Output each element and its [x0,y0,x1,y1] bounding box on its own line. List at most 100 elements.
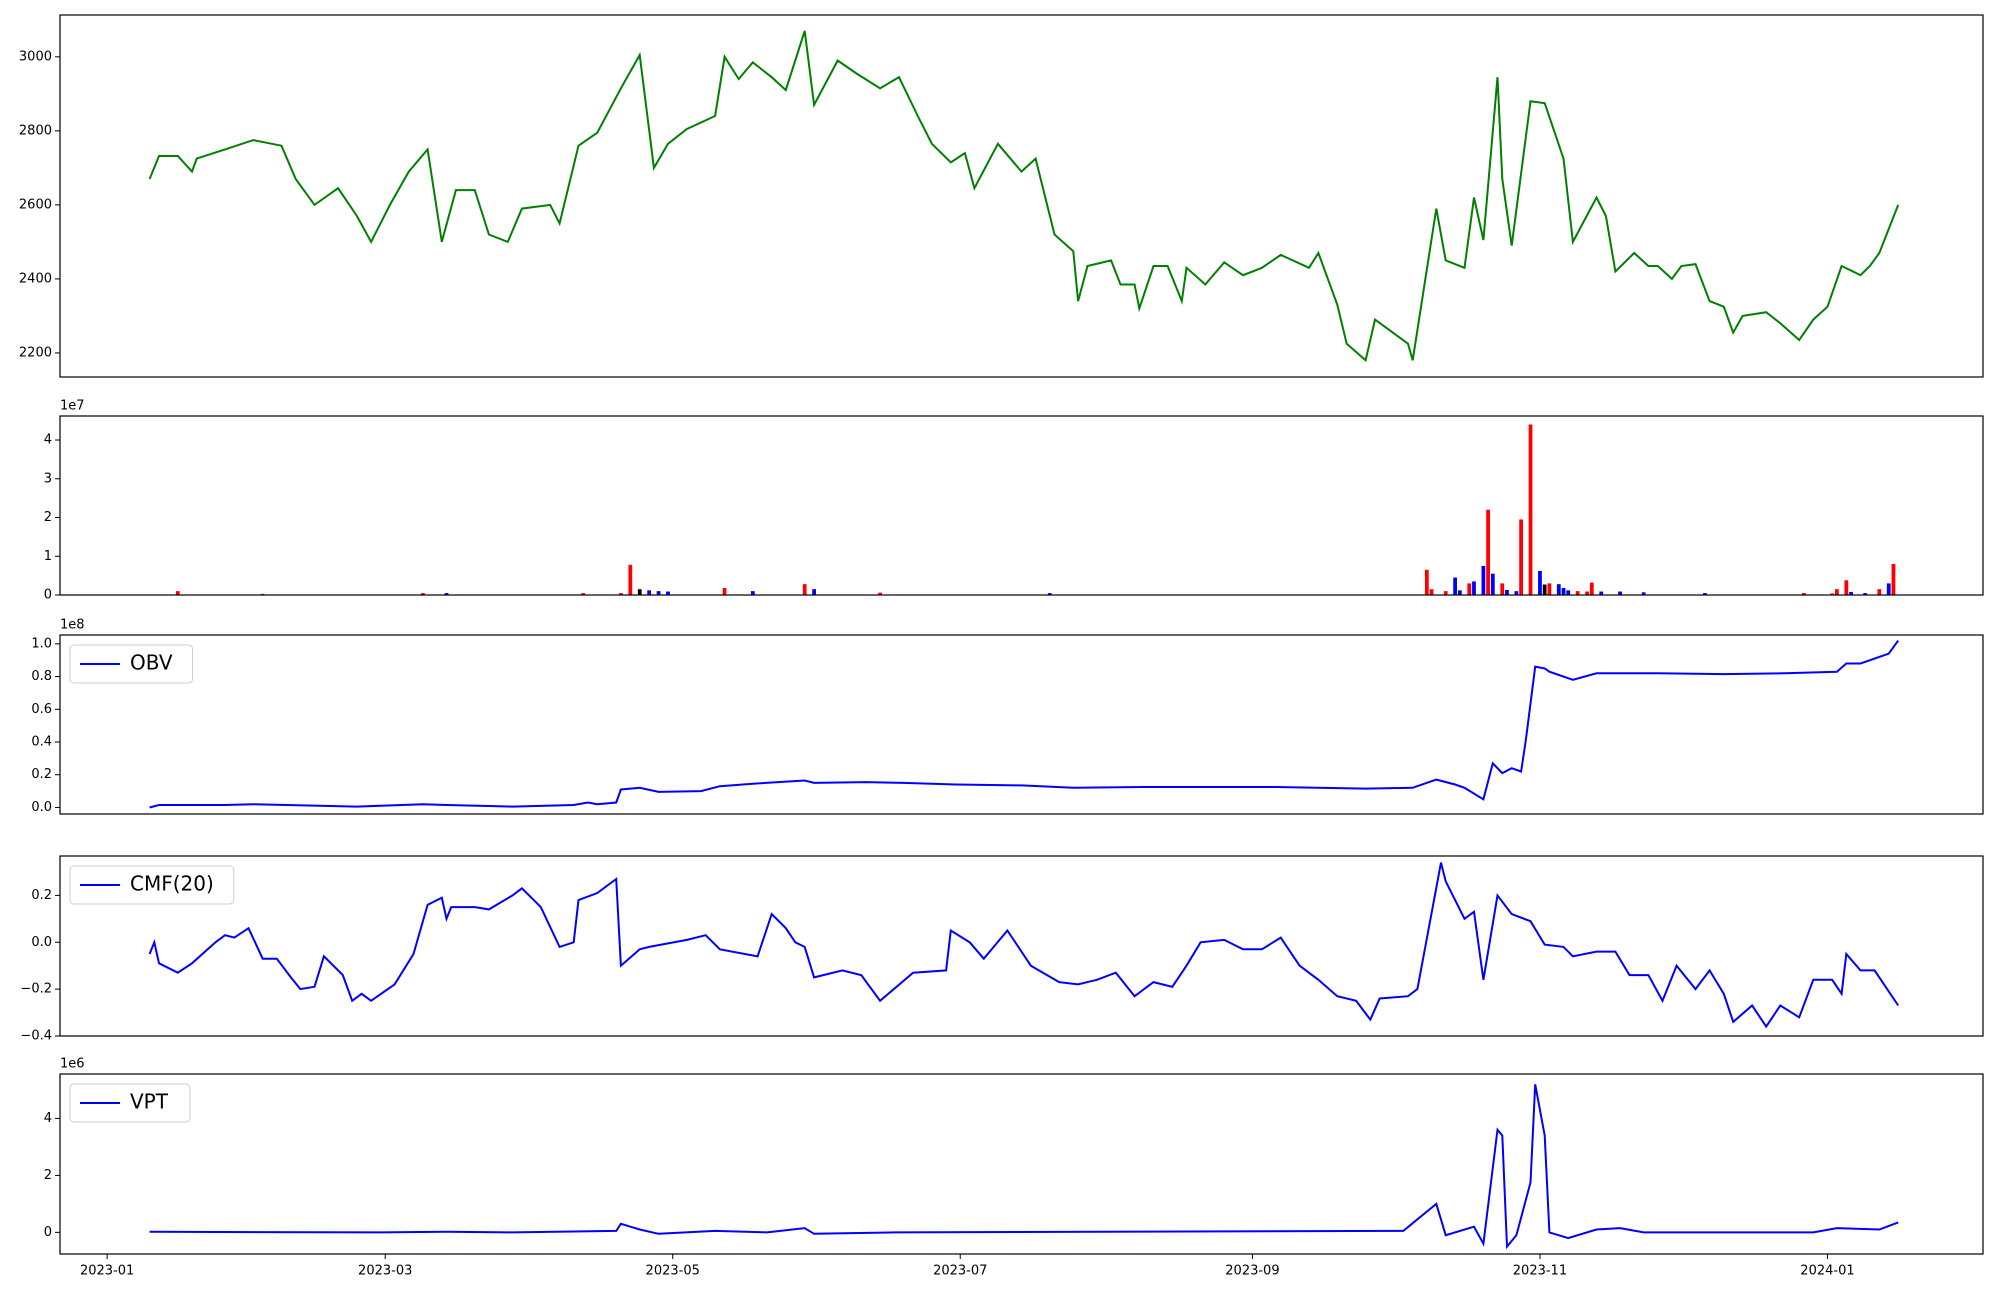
volume-bar [618,593,623,595]
volume-bar [722,588,727,595]
legend: CMF(20) [69,865,235,905]
y-tick-label: 0.4 [31,735,52,750]
volume-bar [1891,564,1896,595]
volume-bar [1490,573,1495,595]
series-line [148,862,1900,1029]
y-tick-label: 4 [44,433,52,448]
volume-bar [1538,570,1542,595]
volume-bar [1703,593,1707,595]
y-tick-label: 0 [44,588,52,603]
y-tick-label: 0.6 [31,702,52,717]
volume-bar [647,590,652,595]
volume-bar [1566,590,1571,595]
legend-box [69,865,235,905]
volume-bar [1514,591,1519,595]
axes-frame [59,1073,1984,1255]
y-tick-label: 1 [44,549,52,564]
x-tick-label: 2023-07 [933,1264,987,1279]
volume-bar [1877,589,1882,595]
legend-label: CMF(20) [130,872,214,896]
legend-label: VPT [130,1090,169,1114]
volume-bar [1561,588,1566,595]
y-tick-label: 0.0 [31,935,52,950]
y-tick-label: 2200 [19,345,52,360]
offset-label: 1e6 [60,1057,85,1072]
axes-frame [59,14,1984,378]
volume-bar [1472,581,1476,595]
legend: VPT [69,1083,191,1123]
y-tick-label: 0 [44,1225,52,1240]
volume-bar [1457,590,1462,595]
volume-bar [1486,509,1490,595]
y-tick-label: −0.2 [20,982,52,997]
volume-bar [637,589,642,595]
volume-bar [1467,583,1472,595]
x-tick-label: 2023-03 [358,1264,412,1279]
volume-bar [1556,584,1561,595]
volume-bar [175,591,180,595]
volume-bar [812,589,817,595]
y-tick-label: 0.2 [31,888,52,903]
volume-bar [1589,582,1594,595]
y-tick-label: 0.8 [31,669,52,684]
volume-bar [1575,591,1580,595]
volume-bar [421,593,425,595]
y-tick-label: 2 [44,1168,52,1183]
volume-bar [1849,591,1853,595]
volume-bar [1453,577,1458,595]
volume-bar [1547,583,1552,595]
volume-bar [1641,592,1646,595]
volume-bar [802,584,807,595]
legend-label: OBV [130,651,173,675]
x-tick-label: 2023-09 [1225,1264,1279,1279]
y-tick-label: 3 [44,471,52,486]
series-line [149,640,1900,809]
volume-bar [1424,569,1429,595]
volume-bar [1835,589,1839,595]
volume-bar [656,591,661,595]
volume-bar [1505,589,1509,595]
y-tick-label: 2800 [19,123,52,138]
volume-bar [1844,580,1849,595]
y-tick-label: 0.0 [31,800,52,815]
offset-label: 1e7 [60,399,85,414]
axes-frame [59,415,1984,596]
volume-bar [581,593,586,595]
volume-bar [628,564,633,595]
y-tick-label: 2 [44,510,52,525]
volume-bar [1886,583,1891,595]
x-tick-label: 2023-01 [80,1264,134,1279]
axes-frame [59,634,1984,815]
volume-bar [1481,565,1486,595]
legend-box [69,1083,191,1123]
volume-bar [878,592,882,595]
volume-bar [1863,593,1868,595]
offset-label: 1e8 [60,618,85,633]
volume-bar [1519,519,1523,595]
y-tick-label: 2400 [19,271,52,286]
y-tick-label: −0.4 [20,1029,52,1044]
volume-bar [1802,593,1806,595]
volume-bar [750,591,755,595]
x-tick-label: 2023-11 [1513,1264,1567,1279]
volume-bar [1500,583,1505,595]
legend: OBV [69,644,194,684]
volume-bar [1585,591,1589,595]
volume-bar [1542,584,1547,595]
volume-bar [1443,591,1448,595]
y-tick-label: 2600 [19,197,52,212]
volume-bar [666,591,670,595]
y-tick-label: 1.0 [31,636,52,651]
volume-bar [1429,589,1434,595]
x-tick-label: 2024-01 [1800,1264,1854,1279]
y-tick-label: 4 [44,1111,52,1126]
y-tick-label: 3000 [19,49,52,64]
volume-bar [1528,424,1533,595]
y-tick-label: 0.2 [31,767,52,782]
legend-box [69,644,194,684]
series-line [149,1084,1899,1250]
x-tick-label: 2023-05 [646,1264,700,1279]
price-line [148,30,1900,363]
volume-bar [444,593,449,595]
